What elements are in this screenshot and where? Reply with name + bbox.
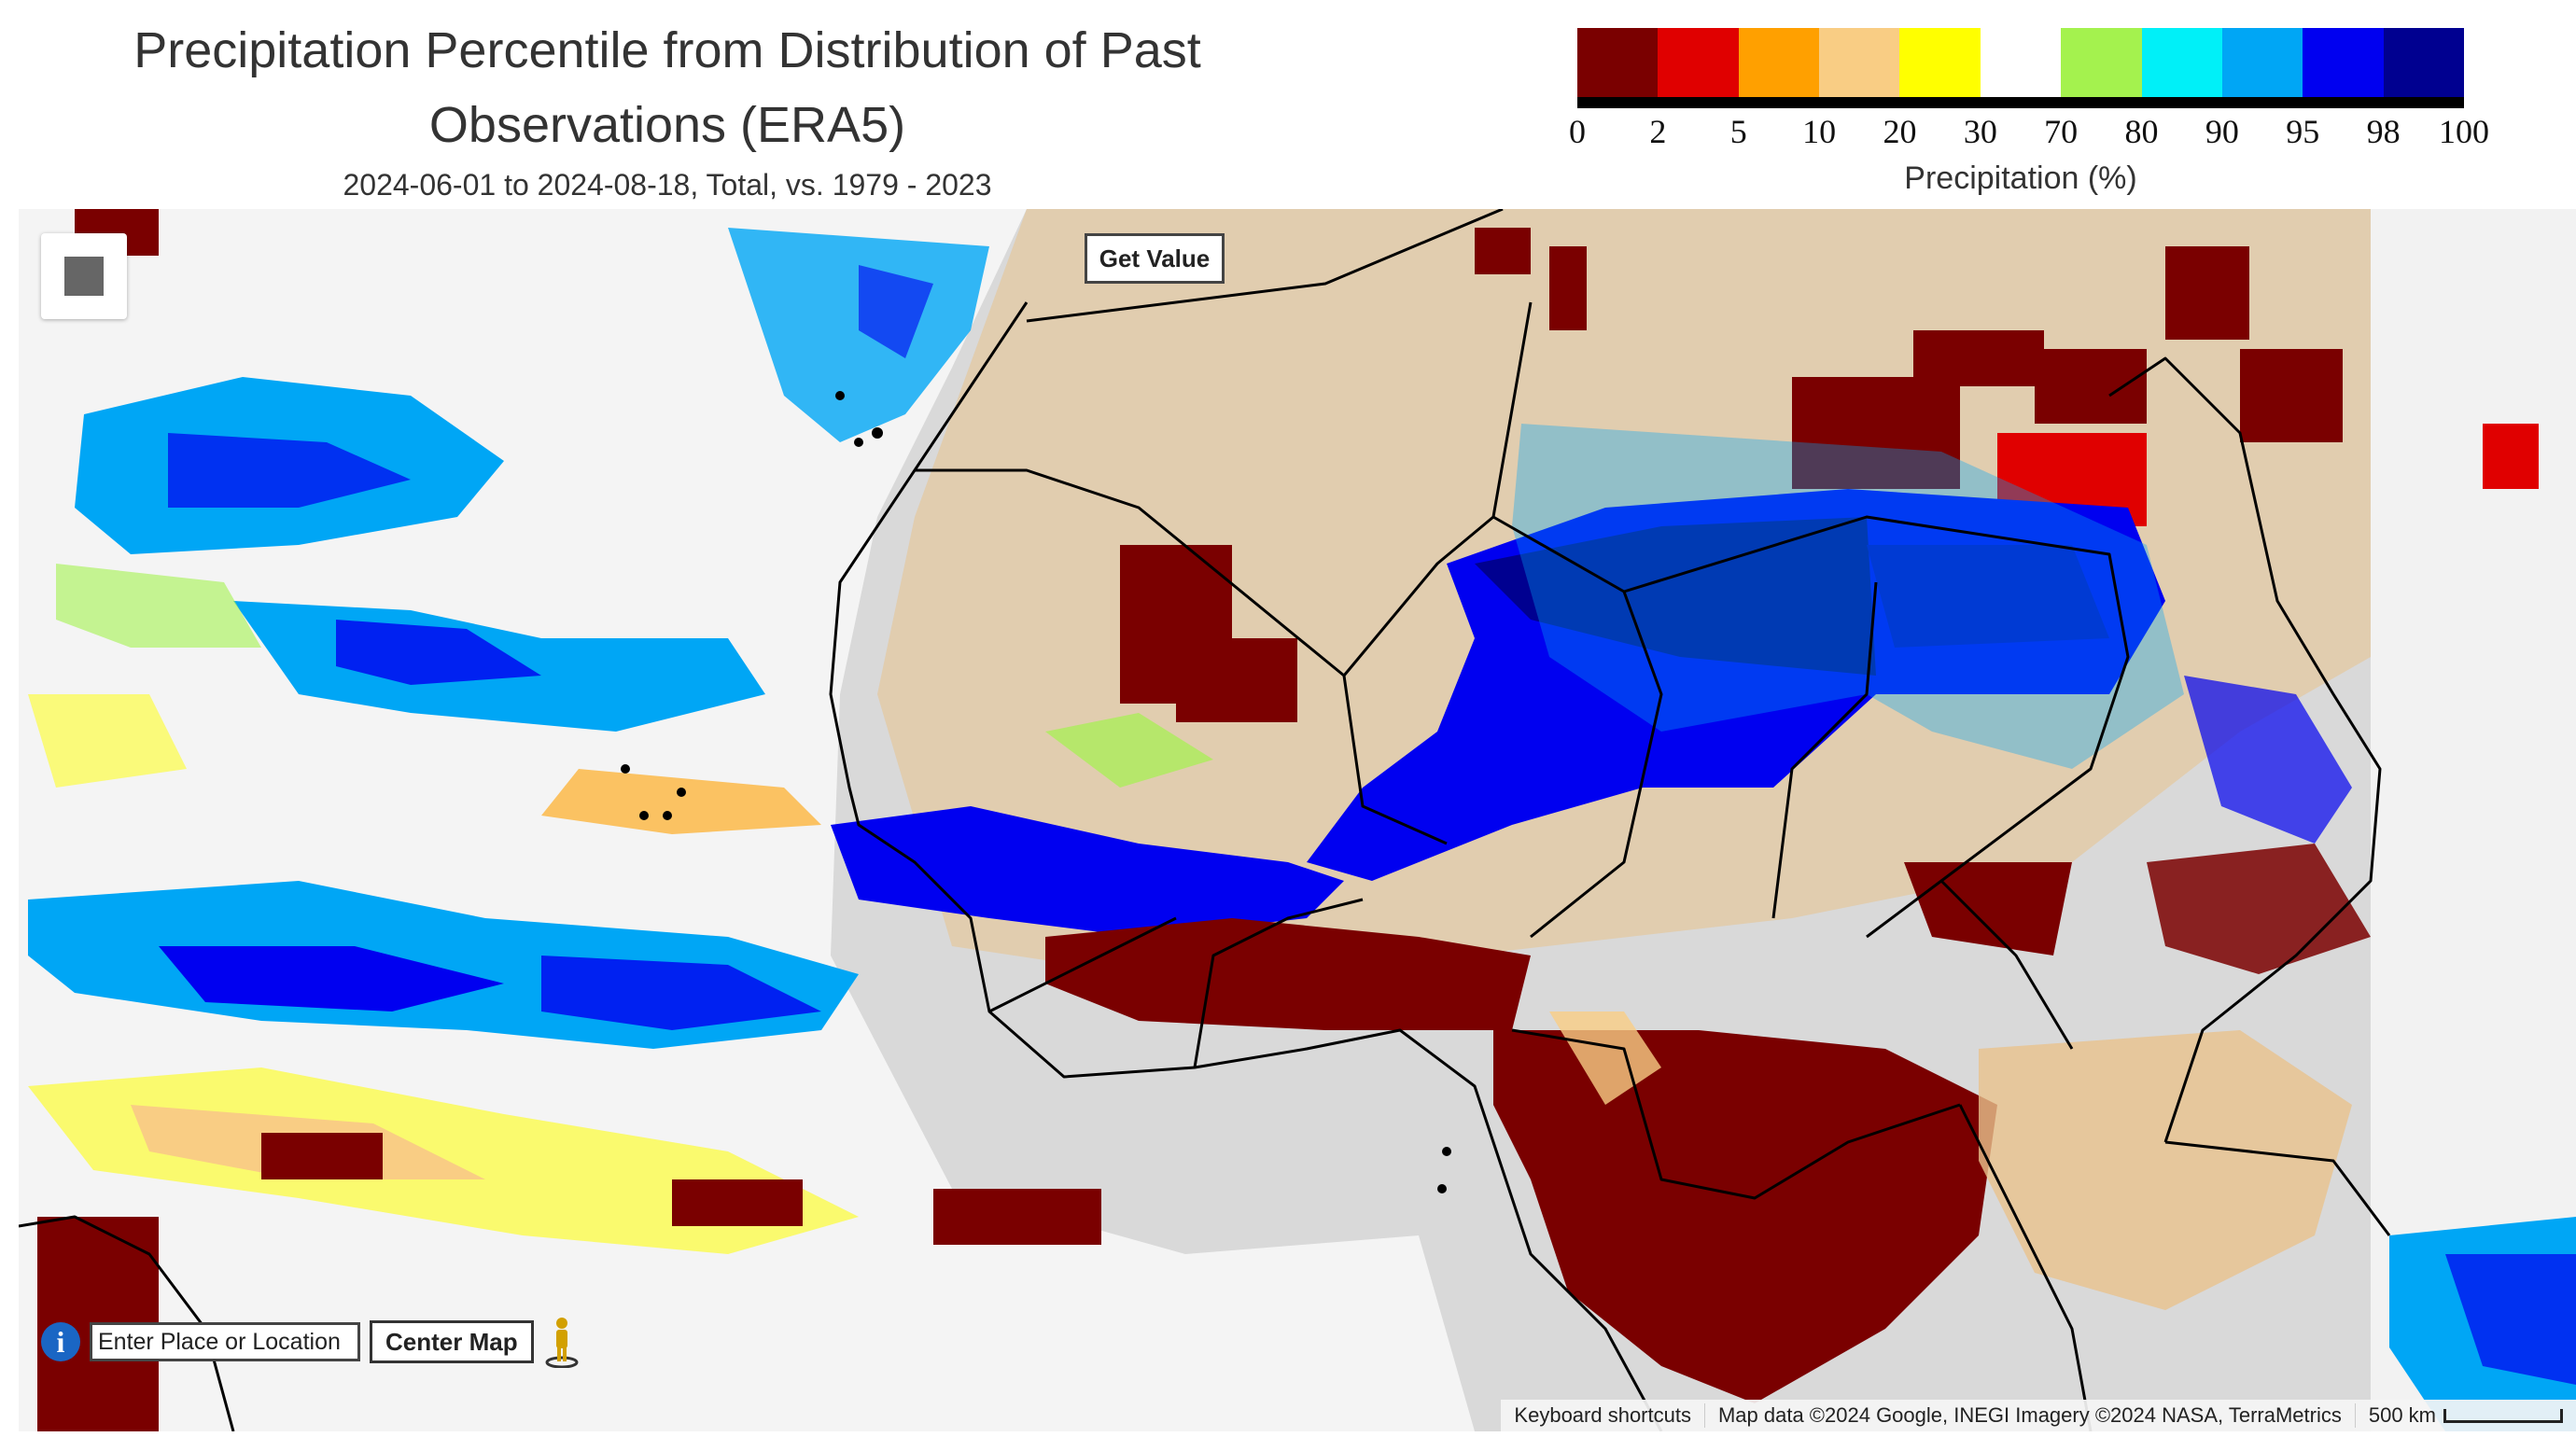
legend-swatch-1 [1658,28,1739,97]
legend-swatch-10 [2383,28,2464,97]
center-map-button[interactable]: Center Map [370,1320,534,1363]
legend-tick-label: 0 [1569,113,1586,150]
legend-tick-label: 98 [2366,113,2401,150]
legend-tick-label: 70 [2044,113,2079,150]
legend-swatch-7 [2141,28,2222,97]
map-control-square-button[interactable] [41,233,127,319]
legend-tick-label: 10 [1802,113,1837,150]
legend-swatch-4 [1899,28,1981,97]
legend-swatch-9 [2303,28,2384,97]
scale-line [2443,1408,2563,1423]
legend-swatch-0 [1577,28,1659,97]
legend-tick-label: 5 [1729,113,1747,150]
legend-title: Precipitation (%) [1904,160,2137,196]
info-icon[interactable]: i [41,1322,80,1361]
scale-bar: 500 km [2356,1403,2576,1428]
legend-tick-label: 90 [2205,113,2239,150]
legend-swatch-3 [1819,28,1900,97]
pegman-icon[interactable] [543,1316,581,1368]
keyboard-shortcuts-link[interactable]: Keyboard shortcuts [1501,1403,1705,1428]
legend-swatch-8 [2221,28,2303,97]
map-attribution-bar: Keyboard shortcuts Map data ©2024 Google… [1501,1400,2576,1431]
legend-tick-label: 95 [2286,113,2320,150]
page-title-line-2: Observations (ERA5) [428,97,906,153]
color-legend: 0 2 5 10 20 30 70 80 90 95 98 100 Precipitation (%) [1569,28,2489,196]
map-data-attribution: Map data ©2024 Google, INEGI Imagery ©20… [1705,1403,2356,1428]
map-canvas[interactable]: Get Value i Center Map Keyboard shortcut… [19,209,2576,1431]
page-title-line-1: Precipitation Percentile from Distributi… [133,22,1201,78]
date-range-subtitle: 2024-06-01 to 2024-08-18, Total, vs. 197… [343,168,992,202]
legend-tick-label: 80 [2124,113,2159,150]
legend-swatch-5 [1980,28,2062,97]
legend-baseline [1577,97,2464,108]
legend-tick-label: 2 [1649,113,1667,150]
legend-tick-labels: 0 2 5 10 20 30 70 80 90 95 98 100 [1569,108,2489,155]
legend-color-bar [1577,28,2464,97]
legend-tick-label: 100 [2439,113,2489,150]
legend-swatch-6 [2061,28,2142,97]
legend-tick-label: 20 [1883,113,1917,150]
precipitation-map-layer[interactable] [19,209,2576,1431]
get-value-button[interactable]: Get Value [1085,233,1225,284]
scale-label: 500 km [2368,1403,2436,1427]
location-search-row: i Center Map [41,1316,581,1368]
map-title-block: Precipitation Percentile from Distributi… [37,13,1297,205]
legend-tick-label: 30 [1963,113,1997,150]
place-search-input[interactable] [90,1322,360,1361]
legend-swatch-2 [1738,28,1820,97]
map-control-square-icon [64,257,104,296]
